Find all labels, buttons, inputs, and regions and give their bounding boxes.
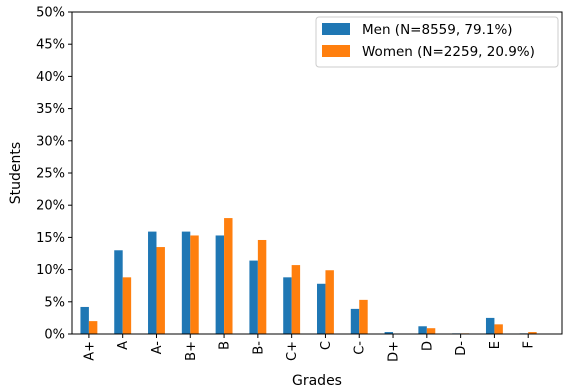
bar-men-C- xyxy=(350,308,360,334)
bar-women-C xyxy=(325,270,334,334)
x-tick-label-D: D xyxy=(420,341,435,351)
x-tick-label-A-: A- xyxy=(150,341,165,355)
legend-swatch-men xyxy=(322,23,350,35)
bar-men-C xyxy=(317,283,326,334)
y-tick-label: 10% xyxy=(36,263,65,278)
legend-label-women: Women (N=2259, 20.9%) xyxy=(362,44,535,60)
y-tick-label: 45% xyxy=(36,38,65,53)
x-tick-label-D+: D+ xyxy=(387,341,402,362)
x-tick-label-E: E xyxy=(488,341,503,349)
bar-men-C+ xyxy=(283,277,292,334)
x-tick-label-B+: B+ xyxy=(184,341,199,361)
bar-women-B xyxy=(224,218,233,334)
x-tick-label-B: B xyxy=(218,341,233,350)
bar-men-D+ xyxy=(384,332,394,334)
y-tick-label: 35% xyxy=(36,102,65,117)
legend-frame xyxy=(315,16,559,68)
x-tick-label-A: A xyxy=(116,341,131,350)
y-axis-label: Students xyxy=(8,142,24,204)
y-tick-label: 30% xyxy=(36,134,65,149)
bar-men-A- xyxy=(148,231,157,334)
x-tick-label-F: F xyxy=(522,341,537,348)
y-tick-label: 20% xyxy=(36,199,65,214)
bar-women-C+ xyxy=(291,265,301,334)
bars-layer xyxy=(80,218,537,334)
legend: Men (N=8559, 79.1%) Women (N=2259, 20.9%… xyxy=(315,16,559,68)
bar-men-B- xyxy=(249,260,258,334)
bar-women-C- xyxy=(359,299,368,334)
bar-women-B+ xyxy=(190,235,199,334)
y-tick-label: 0% xyxy=(44,328,65,343)
bar-men-B xyxy=(215,235,225,334)
x-tick-label-C-: C- xyxy=(353,341,368,355)
bar-men-A+ xyxy=(80,306,89,334)
x-axis: A+ A A- B+ B B- C+ C C- D+ D D- E F xyxy=(82,334,537,362)
bar-women-B- xyxy=(257,239,267,334)
y-axis: 0% 5% 10% 15% 20% 25% 30% 35% 40% 45% 50% xyxy=(36,6,72,343)
y-tick-label: 15% xyxy=(36,231,65,246)
x-tick-label-A+: A+ xyxy=(82,341,97,361)
x-tick-label-B-: B- xyxy=(251,341,266,355)
bar-women-A+ xyxy=(88,321,98,334)
bar-men-B+ xyxy=(181,231,191,334)
y-tick-label: 5% xyxy=(44,295,65,310)
y-tick-label: 50% xyxy=(36,6,65,21)
x-tick-label-C+: C+ xyxy=(285,341,300,361)
x-tick-label-C: C xyxy=(319,341,334,350)
y-tick-label: 40% xyxy=(36,70,65,85)
y-tick-label: 25% xyxy=(36,167,65,182)
bar-men-A xyxy=(114,250,123,334)
bar-men-E xyxy=(485,317,495,334)
bar-women-F xyxy=(528,332,537,334)
bar-women-D xyxy=(426,328,436,334)
bar-women-E xyxy=(494,324,503,334)
legend-label-men: Men (N=8559, 79.1%) xyxy=(362,22,513,38)
x-axis-label: Grades xyxy=(292,373,342,389)
legend-swatch-women xyxy=(322,45,350,57)
x-tick-label-D-: D- xyxy=(454,341,469,356)
bar-men-D xyxy=(418,326,427,334)
bar-women-A xyxy=(122,277,132,334)
bar-women-A- xyxy=(156,247,165,334)
